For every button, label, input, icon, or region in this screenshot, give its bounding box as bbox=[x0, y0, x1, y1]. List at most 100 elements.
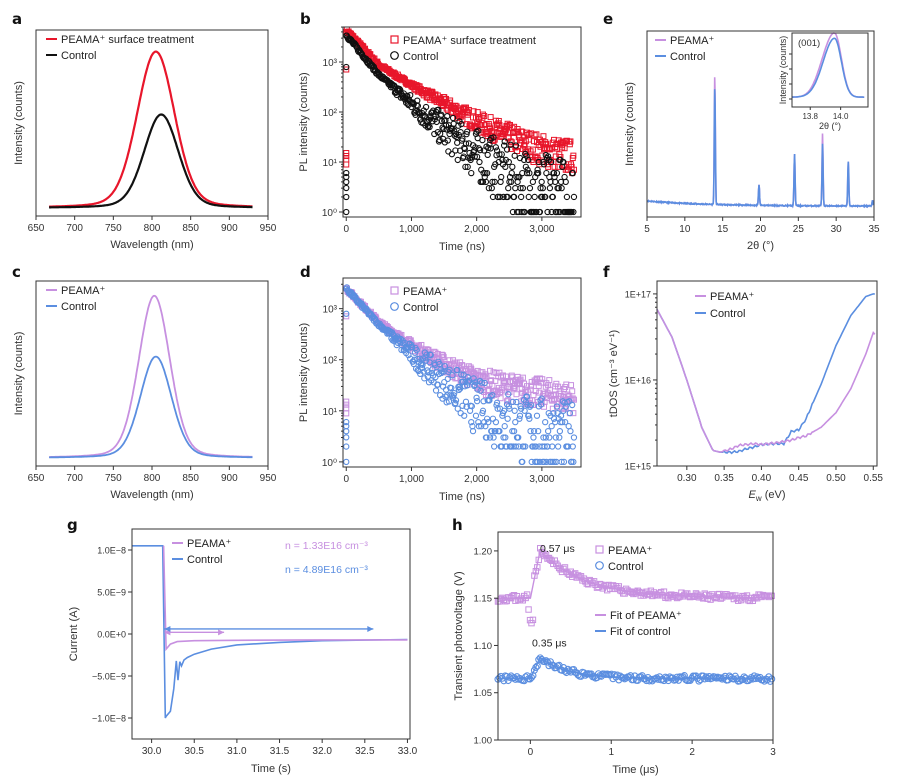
data-point bbox=[539, 184, 547, 192]
y-tick-label: 1.00 bbox=[474, 736, 493, 747]
data-point bbox=[462, 378, 469, 386]
data-point bbox=[479, 407, 487, 414]
x-axis-label: Time (ns) bbox=[439, 241, 485, 253]
data-point bbox=[449, 114, 457, 122]
data-point bbox=[459, 135, 466, 142]
data-point bbox=[343, 398, 350, 405]
data-point bbox=[458, 371, 465, 378]
data-point bbox=[568, 382, 575, 389]
data-point bbox=[546, 434, 553, 441]
x-tick-label: 0 bbox=[343, 474, 349, 485]
data-point bbox=[464, 163, 471, 170]
data-point bbox=[542, 434, 549, 441]
data-point bbox=[425, 369, 432, 376]
data-point bbox=[527, 401, 535, 409]
data-point bbox=[488, 184, 495, 192]
data-point bbox=[476, 146, 484, 154]
chart-panel-e: e 5 10 15 20 25 30 35 2θ (°) Intensity (counts) PE… bbox=[603, 10, 880, 252]
data-point bbox=[490, 134, 497, 141]
x-tick-label: 25 bbox=[793, 224, 805, 235]
data-point bbox=[499, 156, 506, 164]
data-point bbox=[526, 184, 534, 192]
y-axis-label: Intensity (counts) bbox=[13, 332, 25, 416]
data-point bbox=[556, 427, 564, 435]
x-tick-label: 33.0 bbox=[398, 746, 418, 757]
data-point bbox=[525, 193, 532, 201]
data-point bbox=[521, 208, 528, 216]
inset-x-label: 2θ (°) bbox=[819, 121, 841, 131]
data-point bbox=[452, 399, 459, 407]
x-tick-label: 850 bbox=[182, 473, 199, 484]
chart-panel-c: c 650 700 750 800 850 900 950 Wavelength (nm) Int… bbox=[12, 263, 277, 501]
data-point bbox=[483, 169, 491, 177]
data-point bbox=[543, 154, 551, 162]
data-point bbox=[458, 362, 465, 369]
series-line-blue bbox=[132, 545, 408, 719]
data-point bbox=[414, 355, 421, 363]
data-point bbox=[508, 169, 515, 177]
series-line-purple bbox=[49, 294, 253, 458]
panel-label: e bbox=[603, 10, 613, 28]
data-point bbox=[491, 178, 498, 186]
data-point bbox=[448, 384, 455, 392]
data-point bbox=[526, 169, 533, 177]
y-tick-label: 10² bbox=[323, 108, 338, 119]
x-tick-label: 950 bbox=[260, 473, 277, 484]
data-point bbox=[517, 184, 524, 192]
data-point bbox=[547, 158, 555, 166]
data-point bbox=[569, 169, 576, 177]
inset-x-tick-label: 13.8 bbox=[802, 112, 818, 121]
data-point bbox=[496, 427, 503, 435]
data-point bbox=[440, 352, 447, 359]
data-point bbox=[458, 120, 465, 128]
data-point bbox=[343, 434, 350, 441]
data-point bbox=[539, 152, 546, 159]
data-point bbox=[550, 169, 558, 177]
data-point bbox=[538, 178, 545, 186]
data-point bbox=[521, 407, 528, 414]
data-point bbox=[343, 161, 350, 168]
data-point bbox=[343, 422, 350, 430]
x-tick-label: 700 bbox=[66, 473, 83, 484]
data-point bbox=[544, 427, 552, 435]
y-tick-label: 1.20 bbox=[474, 546, 493, 557]
data-point bbox=[525, 156, 532, 164]
data-point bbox=[422, 357, 430, 364]
data-point bbox=[569, 443, 576, 450]
data-point bbox=[483, 434, 490, 441]
y-axis-label: Intensity (counts) bbox=[13, 81, 25, 165]
data-point bbox=[490, 434, 497, 441]
x-tick-label: 31.0 bbox=[227, 746, 247, 757]
x-tick-label: 2 bbox=[689, 747, 695, 758]
data-point bbox=[569, 401, 576, 409]
data-point bbox=[464, 108, 471, 115]
data-point bbox=[487, 114, 494, 121]
data-point bbox=[514, 148, 521, 155]
data-point bbox=[501, 423, 508, 430]
data-point bbox=[532, 663, 540, 671]
lifetime-annotation: 0.35 μs bbox=[532, 637, 567, 649]
x-axis-label: Time (s) bbox=[251, 763, 291, 775]
data-point bbox=[500, 193, 507, 201]
data-point bbox=[529, 146, 536, 153]
data-point bbox=[437, 130, 444, 137]
data-point bbox=[441, 362, 449, 370]
data-point bbox=[418, 341, 425, 348]
data-point bbox=[537, 401, 545, 408]
chart-panel-d: d 0 1,000 2,000 3,000 10⁰ 10¹ 10² 10³ Time (ns) PL… bbox=[298, 263, 582, 503]
data-point bbox=[503, 146, 511, 153]
data-point bbox=[442, 122, 450, 129]
data-point bbox=[533, 208, 540, 216]
x-tick-label: 5 bbox=[644, 224, 650, 235]
arrow-head-right bbox=[218, 629, 225, 636]
data-point bbox=[546, 377, 553, 384]
data-point bbox=[343, 178, 350, 186]
data-point bbox=[482, 423, 489, 430]
y-tick-label: 1.15 bbox=[474, 594, 493, 605]
data-point bbox=[343, 405, 350, 412]
data-point bbox=[343, 173, 350, 181]
x-tick-label: 0 bbox=[343, 224, 349, 235]
data-point bbox=[504, 415, 511, 422]
y-tick-label: 1E+15 bbox=[625, 462, 651, 472]
